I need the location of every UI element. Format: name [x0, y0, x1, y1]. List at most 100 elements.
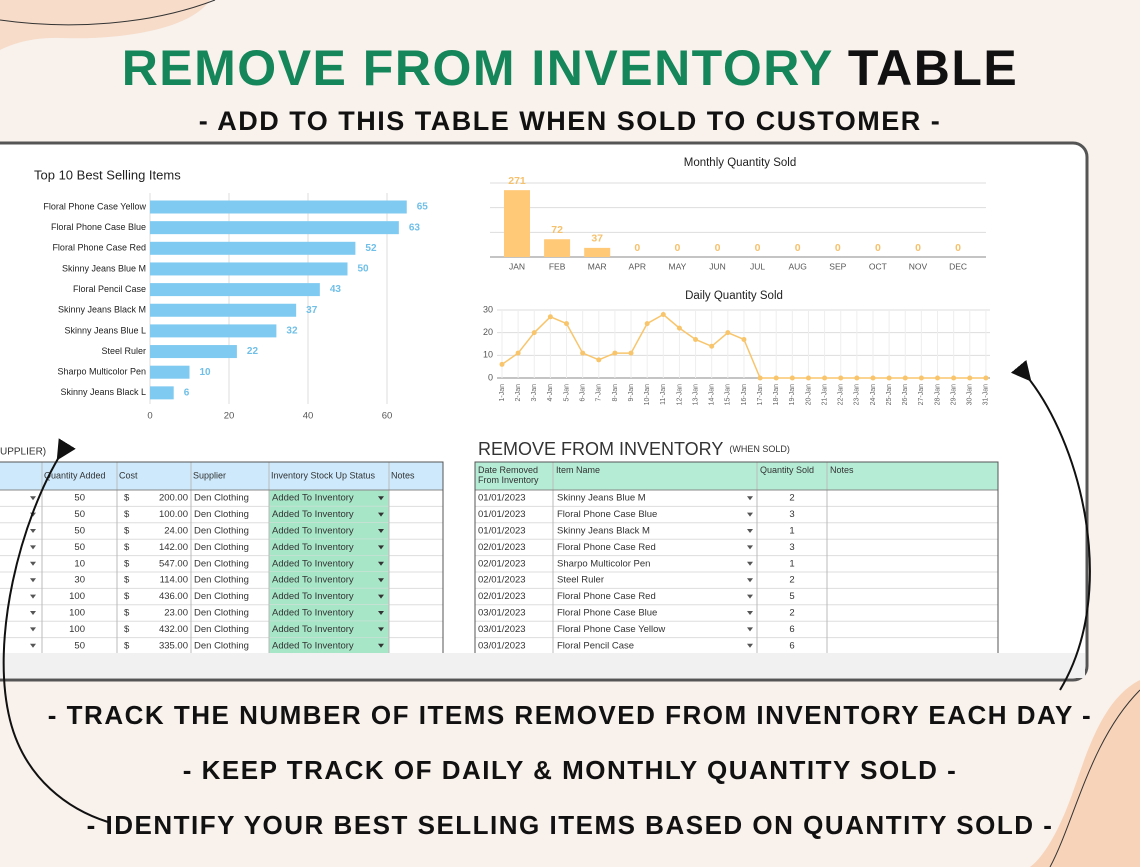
status-cell: [269, 637, 389, 653]
dropdown-arrow: [747, 611, 753, 615]
point: [918, 375, 924, 381]
x-tick-label: 1-Jan: [499, 384, 506, 402]
subtitle: - ADD TO THIS TABLE WHEN SOLD TO CUSTOME…: [199, 106, 942, 136]
x-tick-label: 24-Jan: [870, 384, 877, 406]
deco-line: [0, 0, 216, 26]
x-tick-label: 15-Jan: [725, 384, 732, 406]
cell: Den Clothing: [194, 591, 249, 602]
point: [564, 321, 570, 327]
bar: [544, 239, 571, 257]
cell: Den Clothing: [194, 575, 249, 586]
cell: Added To Inventory: [272, 640, 354, 651]
table-title: REMOVE FROM INVENTORY (WHEN SOLD): [478, 439, 790, 459]
footer-line: - TRACK THE NUMBER OF ITEMS REMOVED FROM…: [48, 700, 1092, 730]
y-tick-label: 30: [483, 304, 493, 314]
header-cell: Cost: [119, 470, 138, 480]
blob: [1030, 680, 1140, 867]
point: [612, 350, 618, 356]
deco-line: [1049, 689, 1140, 867]
y-tick-label: 20: [483, 327, 493, 337]
point: [902, 375, 908, 381]
dropdown-arrow: [378, 578, 384, 583]
cell: Den Clothing: [194, 509, 249, 520]
x-tick-label: 29-Jan: [950, 384, 957, 406]
header-cell: Item Name: [556, 465, 601, 475]
status-cell: [269, 621, 389, 638]
dropdown-arrow: [30, 627, 36, 632]
x-tick-label: OCT: [869, 261, 887, 271]
dropdown-arrow: [378, 545, 384, 550]
value-label: 0: [755, 242, 761, 254]
cell: $: [124, 526, 130, 537]
category-label: Floral Phone Case Red: [52, 243, 146, 253]
point: [789, 375, 795, 381]
x-tick-label: 6-Jan: [579, 384, 586, 402]
point: [596, 357, 602, 363]
cell: $: [124, 493, 130, 504]
cell: 3: [789, 542, 794, 553]
x-tick-label: 14-Jan: [709, 384, 716, 406]
value-label: 10: [200, 367, 212, 378]
cell: 114.00: [160, 575, 188, 586]
x-tick-label: 11-Jan: [660, 384, 667, 405]
category-label: Floral Phone Case Blue: [51, 222, 146, 232]
cell: 24.00: [164, 526, 188, 537]
x-tick-label: MAR: [588, 261, 607, 271]
cell: Den Clothing: [194, 542, 249, 553]
x-tick-label: DEC: [949, 261, 967, 271]
dropdown-arrow: [747, 496, 753, 501]
bar: [150, 241, 356, 255]
value-label: 37: [591, 233, 603, 245]
dropdown-arrow: [747, 594, 753, 599]
cell: 1: [789, 526, 794, 537]
cell: Added To Inventory: [272, 493, 354, 504]
x-tick-label: 12-Jan: [676, 384, 683, 406]
x-tick-label: 30-Jan: [967, 384, 974, 406]
header-cell-box: Item Name: [556, 465, 601, 475]
cell: 436.00: [159, 591, 188, 602]
cell: Skinny Jeans Blue M: [557, 493, 646, 504]
cell: 02/01/2023: [478, 542, 526, 553]
header-cell: Supplier: [193, 470, 226, 480]
dropdown-arrow: [30, 643, 36, 648]
point: [725, 330, 731, 336]
bar: [150, 386, 174, 400]
cell: $: [124, 591, 130, 602]
x-tick-label: 27-Jan: [918, 384, 925, 406]
x-tick-label: 8-Jan: [612, 384, 619, 402]
point: [660, 312, 666, 318]
cell: 6: [789, 624, 794, 635]
table-border: [0, 461, 444, 653]
bar: [150, 345, 237, 359]
table-caption: UPPLIER): [0, 447, 46, 458]
point: [854, 375, 860, 381]
dropdown-arrow: [747, 545, 753, 550]
value-label: 63: [409, 222, 421, 233]
category-label: Sharpo Multicolor Pen: [57, 367, 146, 377]
y-tick-label: 0: [488, 372, 493, 382]
header-cell: Quantity Sold: [760, 465, 815, 475]
value-label: 0: [715, 242, 721, 254]
title-dark: TABLE: [848, 40, 1018, 96]
x-tick-label: 22-Jan: [838, 384, 845, 406]
value-label: 271: [508, 175, 526, 187]
point: [499, 361, 505, 367]
bar: [150, 324, 277, 338]
table-border: [474, 461, 999, 653]
cell: 10: [74, 558, 85, 569]
x-tick-label: JUN: [709, 261, 726, 271]
cell: Sharpo Multicolor Pen: [557, 558, 650, 569]
dropdown-arrow: [378, 496, 384, 501]
x-tick-label: AUG: [788, 261, 806, 271]
point: [773, 375, 779, 381]
value-label: 0: [835, 242, 841, 254]
bar: [150, 283, 320, 297]
x-tick-label: 16-Jan: [741, 384, 748, 406]
point: [709, 343, 715, 349]
title: REMOVE FROM INVENTORY TABLE: [122, 40, 1019, 96]
cell: Floral Phone Case Red: [557, 591, 656, 602]
point: [935, 375, 941, 381]
cell: Added To Inventory: [272, 591, 354, 602]
bar: [150, 221, 399, 235]
